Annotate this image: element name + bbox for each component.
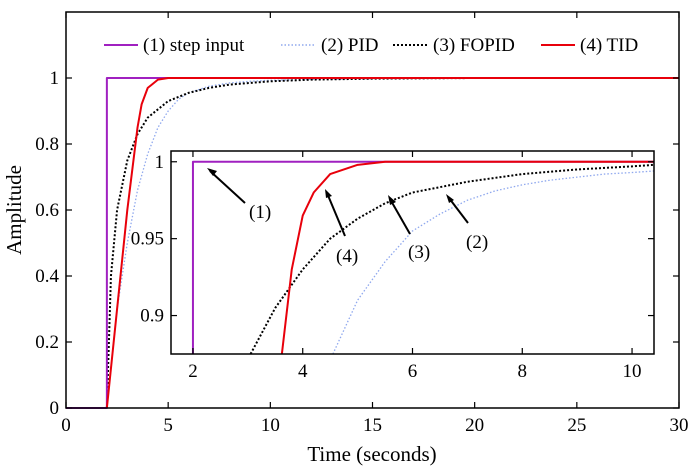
inset-x-tick-label: 6 — [408, 361, 418, 382]
main-x-tick-label: 30 — [670, 415, 689, 436]
main-series-4-tid — [105, 77, 679, 409]
annotations: (1) (4) (3) (2) — [207, 168, 488, 267]
inset-x-ticks: 2 4 6 8 10 — [188, 151, 642, 382]
annotation-label-3: (3) — [408, 242, 430, 263]
legend-label-tid: (4) TID — [580, 35, 638, 56]
legend: (1) step input (2) PID (3) FOPID (4) TID — [104, 35, 638, 56]
legend-label-fopid: (3) FOPID — [433, 35, 515, 56]
inset-y-ticks: 0.9 0.95 1 — [131, 152, 654, 327]
inset-series-3-fopid — [249, 163, 655, 355]
annotation-label-2: (2) — [466, 232, 488, 253]
annotation-arrow-4 — [326, 192, 346, 237]
main-x-tick-label: 5 — [163, 415, 173, 436]
legend-label-step-input: (1) step input — [143, 35, 245, 56]
main-y-ticks: 0 0.2 0.4 0.6 0.8 1 — [35, 68, 679, 419]
main-x-tick-label: 25 — [567, 415, 586, 436]
legend-label-pid: (2) PID — [321, 35, 379, 56]
main-y-tick-label: 0.4 — [35, 266, 59, 287]
main-x-tick-label: 15 — [363, 415, 382, 436]
inset-x-tick-label: 8 — [518, 361, 528, 382]
inset-y-tick-label: 0.9 — [140, 306, 164, 327]
annotation-label-1: (1) — [249, 202, 271, 223]
main-y-tick-label: 0.2 — [35, 332, 59, 353]
annotation-arrowhead-3 — [388, 195, 396, 205]
annotation-arrow-3 — [389, 198, 411, 235]
annotation-arrow-1 — [209, 170, 246, 204]
main-plot: 0 5 10 15 20 25 30 0 0.2 0.4 0.6 0.8 1 Time (second… — [2, 11, 689, 466]
y-axis-title: Amplitude — [2, 165, 26, 255]
inset-y-tick-label: 1 — [155, 152, 165, 173]
inset-series-2-pid — [332, 170, 655, 355]
annotation-arrow-2 — [448, 197, 469, 224]
annotation-arrowhead-2 — [446, 194, 454, 203]
annotation-label-4: (4) — [336, 246, 358, 267]
inset-series-4-tid — [280, 160, 654, 355]
annotation-arrowhead-4 — [325, 189, 332, 198]
main-y-tick-label: 0.8 — [35, 134, 59, 155]
main-x-tick-label: 0 — [61, 415, 71, 436]
main-y-tick-label: 0 — [50, 398, 60, 419]
main-x-tick-label: 10 — [261, 415, 280, 436]
main-y-tick-label: 1 — [50, 68, 60, 89]
annotation-arrowhead-1 — [207, 168, 217, 176]
inset-series-group — [191, 160, 655, 355]
inset-y-tick-label: 0.95 — [131, 229, 164, 250]
inset-plot-background — [171, 151, 654, 354]
inset-x-tick-label: 10 — [623, 361, 642, 382]
x-axis-title: Time (seconds) — [307, 442, 436, 466]
inset-x-tick-label: 4 — [298, 361, 308, 382]
inset-plot: 2 4 6 8 10 0.9 0.95 1 (1) (4) (3) (2) — [131, 150, 655, 382]
inset-x-tick-label: 2 — [188, 361, 198, 382]
main-x-tick-label: 20 — [465, 415, 484, 436]
main-y-tick-label: 0.6 — [35, 200, 59, 221]
main-x-ticks: 0 5 10 15 20 25 30 — [61, 12, 689, 436]
